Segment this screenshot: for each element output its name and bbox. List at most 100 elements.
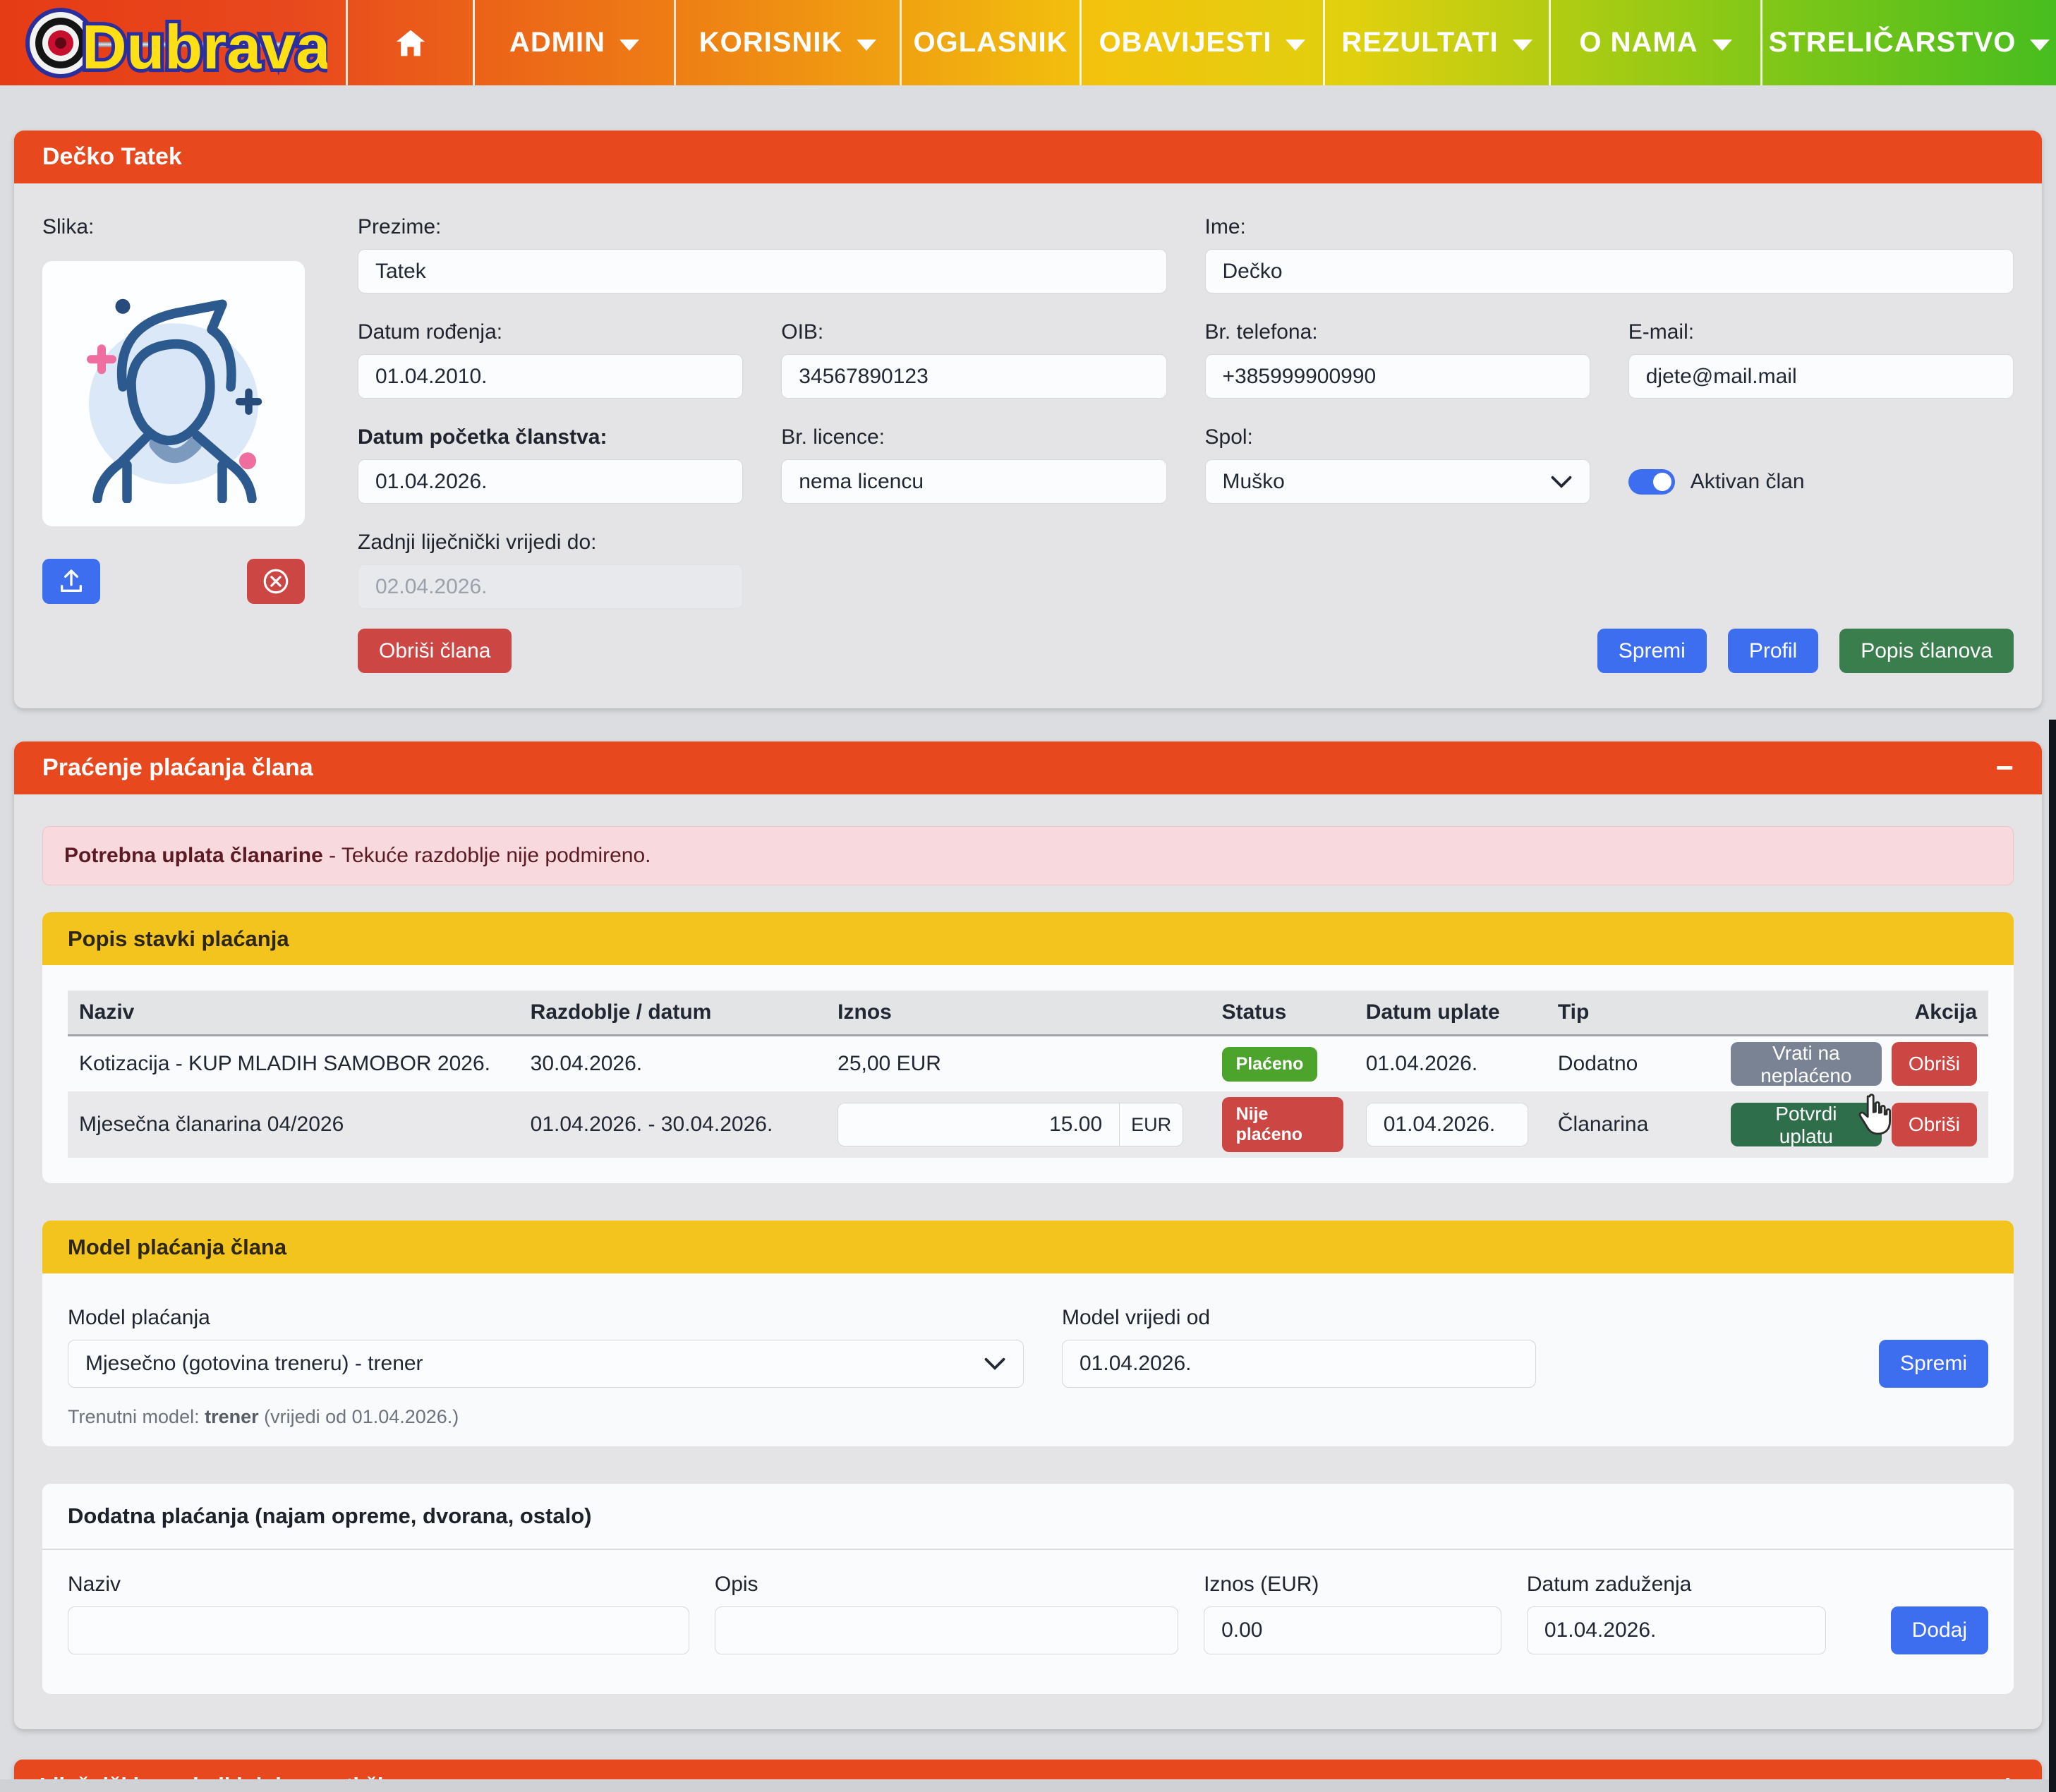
payment-model-section: Model plaćanja člana Model plaćanja bbox=[42, 1221, 2014, 1446]
member-photo bbox=[42, 261, 305, 526]
photo-label: Slika: bbox=[42, 215, 305, 239]
status-badge-nije-placeno: Nije plaćeno bbox=[1222, 1097, 1343, 1152]
member-card: Dečko Tatek Slika: bbox=[14, 131, 2042, 708]
spremi-button[interactable]: Spremi bbox=[1597, 629, 1707, 673]
col-naziv: Naziv bbox=[68, 991, 519, 1036]
payments-card-header[interactable]: Praćenje plaćanja člana − bbox=[14, 741, 2042, 794]
extra-datum-label: Datum zaduženja bbox=[1527, 1573, 1826, 1597]
row2-razdoblje: 01.04.2026. - 30.04.2026. bbox=[519, 1091, 827, 1158]
ime-input[interactable] bbox=[1205, 249, 2014, 293]
spol-select[interactable] bbox=[1205, 459, 1590, 504]
nav-obavijesti[interactable]: OBAVIJESTI bbox=[1080, 0, 1323, 85]
payment-items-header: Popis stavki plaćanja bbox=[42, 912, 2014, 965]
club-logo-graphic: Dubrava bbox=[17, 4, 327, 83]
datum-uplate-input[interactable] bbox=[1366, 1103, 1528, 1146]
extra-datum-input[interactable] bbox=[1527, 1606, 1826, 1654]
nav-oglasnik[interactable]: OGLASNIK bbox=[900, 0, 1080, 85]
toggle-knob bbox=[1653, 473, 1671, 491]
br-telefona-label: Br. telefona: bbox=[1205, 320, 1590, 344]
extra-iznos-input[interactable] bbox=[1204, 1606, 1501, 1654]
col-status: Status bbox=[1211, 991, 1355, 1036]
oib-input[interactable] bbox=[781, 354, 1166, 399]
member-card-body: Slika: bbox=[14, 183, 2042, 708]
row1-razdoblje: 30.04.2026. bbox=[519, 1036, 827, 1092]
prezime-input[interactable] bbox=[358, 249, 1167, 293]
zadnji-lijecnicki-input bbox=[358, 564, 743, 609]
page-content: Dečko Tatek Slika: bbox=[0, 131, 2056, 1792]
row2-naziv: Mjesečna članarina 04/2026 bbox=[68, 1091, 519, 1158]
model-placanja-label: Model plaćanja bbox=[68, 1306, 1024, 1330]
potvrdi-uplatu-button[interactable]: Potvrdi uplatu bbox=[1731, 1103, 1882, 1146]
member-name-title: Dečko Tatek bbox=[42, 143, 182, 171]
model-placanja-select[interactable] bbox=[68, 1340, 1024, 1388]
datum-rodjenja-label: Datum rođenja: bbox=[358, 320, 743, 344]
row1-datum-uplate: 01.04.2026. bbox=[1355, 1036, 1547, 1092]
club-logo[interactable]: Dubrava bbox=[0, 0, 346, 85]
model-vrijedi-od-input[interactable] bbox=[1062, 1340, 1536, 1388]
nav-rezultati-label: REZULTATI bbox=[1341, 27, 1498, 59]
extra-opis-input[interactable] bbox=[715, 1606, 1178, 1654]
email-input[interactable] bbox=[1628, 354, 2014, 399]
row1-naziv: Kotizacija - KUP MLADIH SAMOBOR 2026. bbox=[68, 1036, 519, 1092]
caret-down-icon bbox=[1286, 40, 1305, 51]
obrisi-stavku-button[interactable]: Obriši bbox=[1892, 1103, 1977, 1146]
spremi-model-button[interactable]: Spremi bbox=[1879, 1340, 1988, 1388]
datum-pocetka-input[interactable] bbox=[358, 459, 743, 504]
page-bottom-strip bbox=[0, 1779, 2056, 1792]
nav-korisnik[interactable]: KORISNIK bbox=[674, 0, 900, 85]
extra-payments-body: Naziv Opis Iznos (EUR) Datum zaduženja bbox=[42, 1550, 2014, 1694]
email-label: E-mail: bbox=[1628, 320, 2014, 344]
payment-row-kotizacija: Kotizacija - KUP MLADIH SAMOBOR 2026. 30… bbox=[68, 1036, 1988, 1092]
col-akcija: Akcija bbox=[1719, 991, 1988, 1036]
obrisi-stavku-button[interactable]: Obriši bbox=[1892, 1042, 1977, 1086]
row1-iznos: 25,00 EUR bbox=[826, 1036, 1210, 1092]
avatar-placeholder-illustration bbox=[68, 284, 279, 503]
nav-o-nama-label: O NAMA bbox=[1579, 27, 1698, 59]
payment-model-title: Model plaćanja člana bbox=[68, 1235, 286, 1260]
aktivan-clan-label: Aktivan član bbox=[1691, 470, 1805, 494]
aktivan-clan-toggle[interactable] bbox=[1628, 469, 1675, 495]
current-model-prefix: Trenutni model: bbox=[68, 1406, 205, 1427]
payment-row-clanarina: Mjesečna članarina 04/2026 01.04.2026. -… bbox=[68, 1091, 1988, 1158]
br-telefona-input[interactable] bbox=[1205, 354, 1590, 399]
vrati-na-neplaceno-button[interactable]: Vrati na neplaćeno bbox=[1731, 1042, 1882, 1086]
caret-down-icon bbox=[2030, 40, 2050, 51]
prezime-label: Prezime: bbox=[358, 215, 1167, 239]
currency-addon: EUR bbox=[1120, 1103, 1183, 1146]
nav-rezultati[interactable]: REZULTATI bbox=[1323, 0, 1549, 85]
extra-payments-card: Dodatna plaćanja (najam opreme, dvorana,… bbox=[42, 1484, 2014, 1694]
model-vrijedi-od-label: Model vrijedi od bbox=[1062, 1306, 1536, 1330]
alert-rest-text: - Tekuće razdoblje nije podmireno. bbox=[323, 844, 651, 867]
oib-label: OIB: bbox=[781, 320, 1166, 344]
col-razdoblje: Razdoblje / datum bbox=[519, 991, 827, 1036]
extra-naziv-input[interactable] bbox=[68, 1606, 689, 1654]
br-licence-label: Br. licence: bbox=[781, 425, 1166, 449]
remove-photo-button[interactable] bbox=[247, 559, 305, 604]
caret-down-icon bbox=[857, 40, 876, 51]
payment-model-body: Model plaćanja Model vrijedi od bbox=[42, 1273, 2014, 1446]
row1-tip: Dodatno bbox=[1547, 1036, 1719, 1092]
obrisi-clana-button[interactable]: Obriši člana bbox=[358, 629, 512, 673]
nav-strelicarstvo[interactable]: STRELIČARSTVO bbox=[1760, 0, 2056, 85]
nav-admin[interactable]: ADMIN bbox=[473, 0, 674, 85]
popis-clanova-button[interactable]: Popis članova bbox=[1839, 629, 2014, 673]
member-photo-column: Slika: bbox=[42, 215, 305, 673]
extra-opis-label: Opis bbox=[715, 1573, 1178, 1597]
nav-o-nama[interactable]: O NAMA bbox=[1549, 0, 1760, 85]
nav-home[interactable] bbox=[346, 0, 473, 85]
datum-pocetka-label: Datum početka članstva: bbox=[358, 425, 743, 449]
datum-rodjenja-input[interactable] bbox=[358, 354, 743, 399]
status-badge-placeno: Plaćeno bbox=[1222, 1047, 1318, 1082]
current-model-text: Trenutni model: trener (vrijedi od 01.04… bbox=[68, 1406, 1988, 1428]
upload-photo-button[interactable] bbox=[42, 559, 100, 604]
upload-icon bbox=[57, 567, 85, 595]
iznos-input[interactable] bbox=[837, 1103, 1120, 1146]
current-model-suffix: (vrijedi od 01.04.2026.) bbox=[259, 1406, 459, 1427]
ime-label: Ime: bbox=[1205, 215, 2014, 239]
caret-down-icon bbox=[1513, 40, 1532, 51]
br-licence-input[interactable] bbox=[781, 459, 1166, 504]
profil-button[interactable]: Profil bbox=[1728, 629, 1818, 673]
dodaj-button[interactable]: Dodaj bbox=[1891, 1606, 1988, 1654]
circle-x-icon bbox=[261, 567, 291, 596]
collapse-icon[interactable]: − bbox=[1995, 753, 2014, 784]
